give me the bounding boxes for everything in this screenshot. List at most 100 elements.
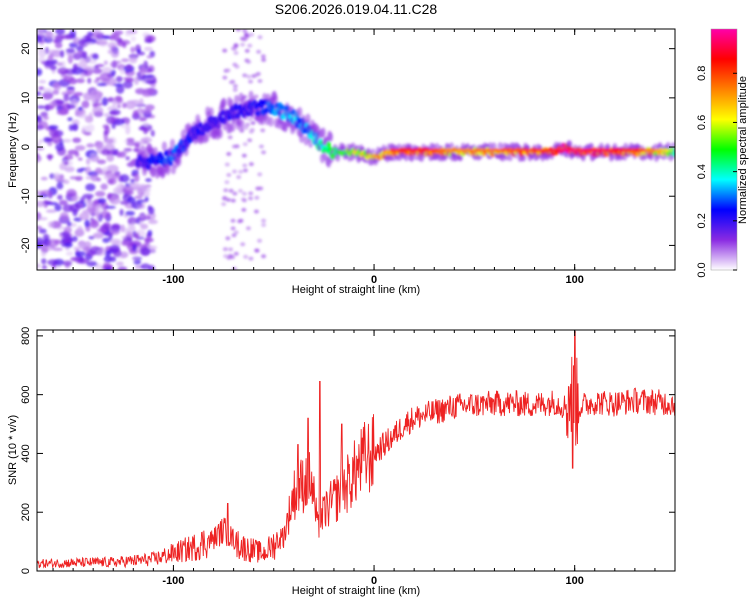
heatmap-core-cell bbox=[449, 148, 452, 152]
heatmap-core-cell bbox=[588, 148, 591, 152]
heatmap-ridge-halo bbox=[308, 137, 314, 148]
colorbar-label: Normalized spectral amplitude bbox=[737, 76, 749, 224]
heatmap-noise-cell bbox=[235, 29, 241, 32]
heatmap-noise-cell bbox=[41, 251, 47, 257]
heatmap-core-cell bbox=[639, 148, 642, 152]
heatmap-noise-cell bbox=[248, 79, 254, 84]
heatmap-noise-cell bbox=[106, 150, 119, 155]
heatmap-noise-cell bbox=[110, 49, 120, 58]
heatmap-core-cell bbox=[402, 148, 405, 152]
heatmap-core-cell bbox=[396, 148, 399, 152]
heatmap-noise-cell bbox=[232, 83, 238, 88]
heatmap-core-cell bbox=[668, 148, 671, 152]
heatmap-noise-cell bbox=[242, 163, 248, 168]
heatmap-noise-cell bbox=[260, 54, 266, 59]
heatmap-noise-cell bbox=[63, 75, 75, 82]
heatmap-ridge-cell bbox=[672, 151, 675, 157]
heatmap-core-cell bbox=[459, 148, 462, 152]
heatmap-noise-cell bbox=[261, 223, 267, 228]
heatmap-noise-cell bbox=[64, 154, 74, 161]
heatmap-noise-cell bbox=[76, 45, 84, 52]
heatmap-noise-cell bbox=[242, 198, 248, 203]
heatmap-noise-cell bbox=[230, 226, 236, 231]
heatmap-noise-cell bbox=[121, 58, 129, 63]
heatmap-core-cell bbox=[630, 148, 633, 152]
heatmap-noise-cell bbox=[42, 115, 49, 121]
spectrogram-ylabel: Frequency (Hz) bbox=[7, 112, 19, 188]
heatmap-noise-cell bbox=[78, 106, 83, 111]
heatmap-noise-cell bbox=[81, 100, 90, 109]
spectrogram-frame bbox=[36, 28, 676, 271]
heatmap-core-cell bbox=[435, 148, 438, 152]
heatmap-noise-cell bbox=[38, 79, 47, 84]
x-tick-label: -100 bbox=[162, 575, 184, 587]
heatmap-core-cell bbox=[443, 148, 446, 152]
heatmap-noise-cell bbox=[242, 73, 248, 78]
heatmap-core-cell bbox=[616, 148, 619, 152]
heatmap-core-cell bbox=[585, 148, 588, 152]
heatmap-core-cell bbox=[393, 148, 396, 152]
heatmap-noise-cell bbox=[223, 188, 229, 193]
heatmap-core-cell bbox=[657, 148, 660, 152]
heatmap-core-cell bbox=[534, 148, 537, 152]
heatmap-core-cell bbox=[604, 148, 607, 152]
heatmap-core-cell bbox=[663, 148, 666, 152]
heatmap-noise-cell bbox=[92, 232, 104, 239]
heatmap-noise-cell bbox=[54, 42, 63, 49]
heatmap-core-cell bbox=[514, 148, 517, 152]
heatmap-core-cell bbox=[535, 148, 538, 152]
heatmap-core-cell bbox=[546, 148, 549, 152]
heatmap-noise-cell bbox=[99, 72, 112, 82]
heatmap-noise-cell bbox=[41, 61, 46, 65]
heatmap-noise-cell bbox=[142, 74, 154, 79]
heatmap-noise-cell bbox=[253, 73, 259, 78]
heatmap-core-cell bbox=[445, 148, 448, 152]
heatmap-noise-cell bbox=[55, 143, 65, 152]
heatmap-noise-cell bbox=[240, 242, 246, 247]
heatmap-core-cell bbox=[551, 148, 554, 152]
heatmap-noise-cell bbox=[79, 243, 87, 250]
heatmap-noise-cell bbox=[126, 141, 137, 147]
heatmap-core-cell bbox=[464, 148, 467, 152]
heatmap-ridge-halo bbox=[169, 138, 176, 149]
heatmap-noise-cell bbox=[106, 178, 117, 185]
heatmap-noise-cell bbox=[241, 191, 247, 196]
heatmap-noise-cell bbox=[69, 203, 80, 213]
heatmap-core-cell bbox=[469, 148, 472, 152]
heatmap-core-cell bbox=[623, 148, 626, 152]
heatmap-noise-cell bbox=[37, 200, 46, 208]
heatmap-noise-cell bbox=[85, 175, 93, 180]
heatmap-core-cell bbox=[646, 148, 649, 152]
heatmap-core-cell bbox=[438, 148, 441, 152]
heatmap-noise-cell bbox=[124, 32, 132, 37]
heatmap-noise-cell bbox=[119, 200, 129, 205]
heatmap-core-cell bbox=[474, 148, 477, 152]
heatmap-noise-cell bbox=[96, 228, 108, 233]
heatmap-noise-cell bbox=[79, 59, 88, 67]
heatmap-core-cell bbox=[391, 148, 394, 152]
heatmap-core-cell bbox=[647, 148, 650, 152]
heatmap-noise-cell bbox=[125, 156, 130, 161]
heatmap-core-cell bbox=[397, 148, 400, 152]
heatmap-noise-cell bbox=[54, 34, 65, 41]
heatmap-noise-cell bbox=[125, 79, 135, 83]
heatmap-noise-cell bbox=[62, 138, 72, 143]
spectrogram-xlabel: Height of straight line (km) bbox=[292, 284, 420, 296]
heatmap-core-cell bbox=[627, 148, 630, 152]
heatmap-noise-cell bbox=[137, 205, 146, 210]
heatmap-core-cell bbox=[400, 148, 403, 152]
heatmap-noise-cell bbox=[120, 224, 126, 233]
heatmap-core-cell bbox=[505, 148, 508, 152]
heatmap-ridge-halo bbox=[507, 153, 513, 162]
heatmap-core-cell bbox=[487, 148, 490, 152]
heatmap-core-cell bbox=[477, 148, 480, 152]
heatmap-noise-cell bbox=[103, 60, 108, 66]
heatmap-core-cell bbox=[405, 148, 408, 152]
heatmap-noise-cell bbox=[240, 42, 246, 47]
heatmap-noise-cell bbox=[222, 247, 228, 252]
heatmap-core-cell bbox=[425, 148, 428, 152]
heatmap-core-cell bbox=[500, 148, 503, 152]
snr-series-line bbox=[37, 331, 675, 569]
heatmap-noise-cell bbox=[65, 251, 74, 256]
x-tick-label: 0 bbox=[371, 274, 377, 286]
